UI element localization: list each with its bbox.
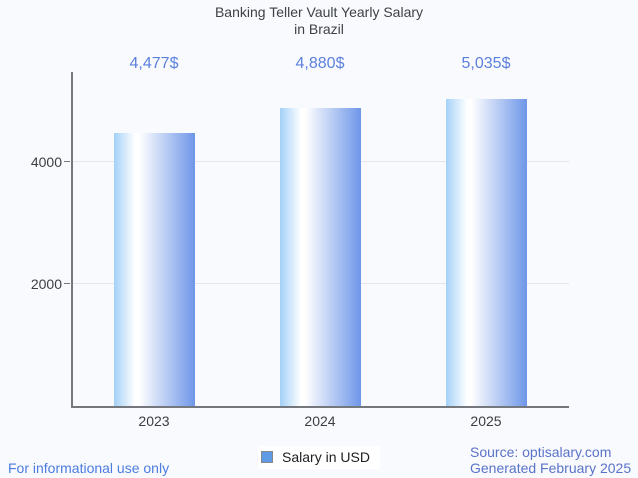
x-tick-label: 2025 (470, 413, 502, 429)
bar-value-label: 4,880$ (295, 55, 345, 72)
bar (445, 98, 527, 406)
x-tick-label: 2023 (138, 413, 170, 429)
x-tick-label: 2024 (304, 413, 336, 429)
bar-value-label: 5,035$ (461, 55, 511, 72)
y-axis-tick (64, 161, 70, 163)
y-tick-label: 2000 (30, 275, 62, 292)
y-axis-tick (64, 283, 70, 285)
bar (113, 132, 195, 406)
x-axis-line (71, 406, 569, 408)
y-tick-label: 4000 (30, 153, 62, 170)
chart-title: Banking Teller Vault Yearly Salary in Br… (0, 4, 638, 37)
disclaimer-text: For informational use only (8, 460, 170, 476)
bar-value-label: 4,477$ (129, 55, 179, 72)
source-block: Source: optisalary.com Generated Februar… (470, 444, 632, 476)
y-axis-line (71, 72, 73, 408)
legend-box: Salary in USD (258, 446, 380, 469)
chart-title-line1: Banking Teller Vault Yearly Salary (214, 4, 424, 20)
generated-text: Generated February 2025 (470, 459, 632, 476)
legend-marker-square-icon (261, 451, 274, 463)
source-text: Source: optisalary.com (470, 444, 612, 460)
legend-label: Salary in USD (282, 449, 370, 465)
bar (279, 108, 361, 406)
legend: Salary in USD (0, 446, 638, 469)
chart-title-line2: in Brazil (294, 20, 344, 37)
